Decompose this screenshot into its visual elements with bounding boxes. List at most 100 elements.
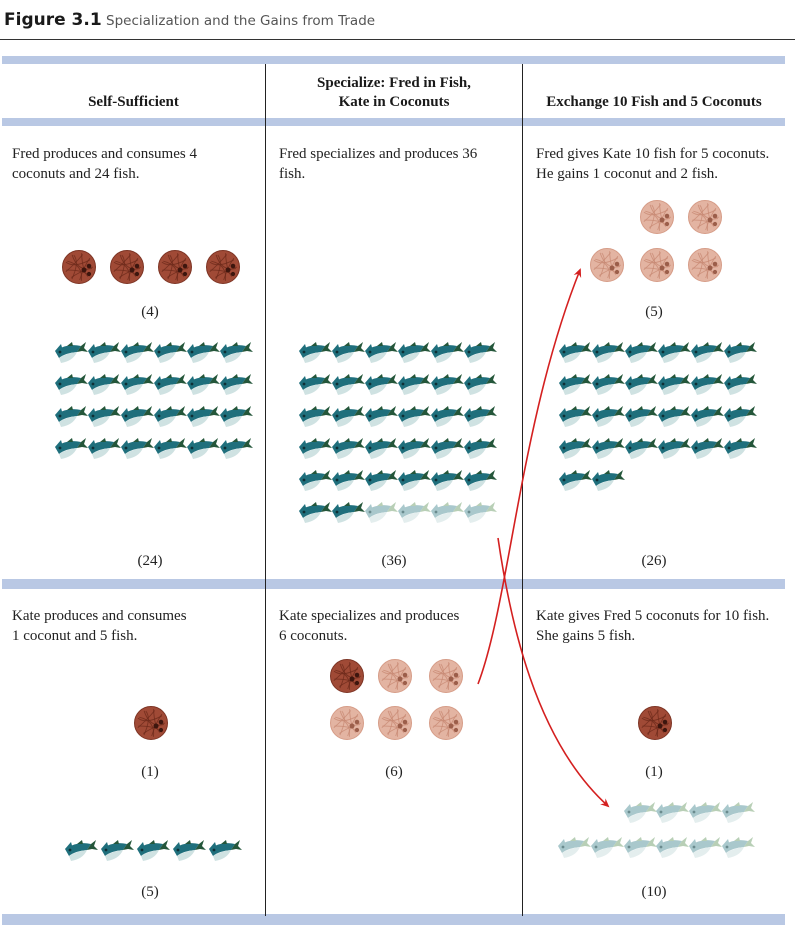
fish-icon — [332, 406, 365, 427]
coconut-icon — [688, 248, 722, 282]
fish-icon — [398, 438, 431, 459]
fish-icon — [592, 342, 625, 363]
fish-icon — [154, 374, 187, 395]
icon-layer — [55, 200, 757, 861]
fish-icon — [365, 502, 398, 523]
fish-icon — [398, 406, 431, 427]
fish-icon — [689, 802, 722, 823]
fred-exchange-coconut-count: (5) — [645, 304, 663, 320]
column-heading-text: Self-Sufficient — [88, 94, 179, 110]
fish-icon — [724, 342, 757, 363]
fish-icon — [55, 406, 88, 427]
text-line: Fred gives Kate 10 fish for 5 coconuts. — [536, 146, 770, 162]
fish-icon — [209, 840, 242, 861]
fish-icon — [691, 438, 724, 459]
text-line: fish. — [279, 166, 306, 182]
kate-specialize-text: Kate specializes and produces 6 coconuts… — [279, 606, 459, 646]
fish-icon — [65, 840, 98, 861]
text-line: 1 coconut and 5 fish. — [12, 628, 138, 644]
band-bottom — [2, 914, 785, 925]
fish-icon — [464, 406, 497, 427]
fish-icon — [55, 438, 88, 459]
text-line: Kate specializes and produces — [279, 608, 460, 624]
fish-icon — [625, 438, 658, 459]
fish-icon — [187, 438, 220, 459]
fish-icon — [365, 406, 398, 427]
fish-icon — [691, 342, 724, 363]
fish-icon — [658, 406, 691, 427]
fish-icon — [220, 438, 253, 459]
fish-icon — [464, 438, 497, 459]
fish-icon — [559, 438, 592, 459]
fish-icon — [658, 374, 691, 395]
fish-icon — [658, 438, 691, 459]
fred-self-coconut-count: (4) — [141, 304, 159, 320]
fish-icon — [624, 837, 657, 858]
fish-icon — [559, 374, 592, 395]
fish-icon — [187, 406, 220, 427]
fish-icon — [592, 406, 625, 427]
kate-self-fish-count: (5) — [141, 884, 159, 900]
fish-icon — [299, 406, 332, 427]
fish-icon — [88, 374, 121, 395]
fish-icon — [431, 406, 464, 427]
fish-icon — [88, 438, 121, 459]
fish-icon — [625, 374, 658, 395]
fish-icon — [332, 342, 365, 363]
fish-icon — [365, 438, 398, 459]
fish-icon — [299, 374, 332, 395]
fish-icon — [724, 406, 757, 427]
coconut-icon — [590, 248, 624, 282]
fish-icon — [88, 342, 121, 363]
coconut-icon — [158, 250, 192, 284]
text-line: He gains 1 coconut and 2 fish. — [536, 166, 719, 182]
text-line: She gains 5 fish. — [536, 628, 636, 644]
fish-icon — [101, 840, 134, 861]
fish-icon — [625, 406, 658, 427]
coconut-icon — [330, 659, 364, 693]
fish-icon — [55, 374, 88, 395]
fish-icon — [121, 374, 154, 395]
fish-icon — [299, 470, 332, 491]
fred-exchange-fish-count: (26) — [641, 553, 667, 569]
fish-icon — [431, 502, 464, 523]
text-line: Kate gives Fred 5 coconuts for 10 fish. — [536, 608, 770, 624]
coconut-icon — [378, 706, 412, 740]
fish-icon — [431, 342, 464, 363]
fish-icon — [121, 438, 154, 459]
fish-icon — [187, 342, 220, 363]
coconut-icon — [429, 659, 463, 693]
fish-icon — [656, 837, 689, 858]
text-line: Fred specializes and produces 36 — [279, 146, 478, 162]
fred-self-sufficient-text: Fred produces and consumes 4 coconuts an… — [12, 144, 197, 184]
fish-icon — [559, 342, 592, 363]
fish-icon — [464, 342, 497, 363]
fish-icon — [365, 342, 398, 363]
fish-icon — [724, 438, 757, 459]
fish-icon — [154, 342, 187, 363]
fish-icon — [464, 502, 497, 523]
fish-icon — [625, 342, 658, 363]
band-header-bottom — [2, 118, 785, 126]
fish-icon — [398, 342, 431, 363]
fish-icon — [398, 470, 431, 491]
fish-icon — [154, 438, 187, 459]
fish-icon — [691, 406, 724, 427]
fish-icon — [398, 502, 431, 523]
column-heading-exchange: Exchange 10 Fish and 5 Coconuts — [523, 93, 785, 112]
kate-self-coconut-count: (1) — [141, 764, 159, 780]
trade-arrow-fish — [497, 537, 610, 808]
coconut-icon — [640, 248, 674, 282]
kate-specialize-coconut-count: (6) — [385, 764, 403, 780]
fish-icon — [559, 470, 592, 491]
figure-caption: Specialization and the Gains from Trade — [106, 13, 376, 29]
coconut-icon — [206, 250, 240, 284]
column-heading-specialize: Specialize: Fred in Fish, Kate in Coconu… — [266, 74, 522, 112]
fish-icon — [332, 470, 365, 491]
fish-icon — [431, 374, 464, 395]
fred-specialize-fish-count: (36) — [381, 553, 407, 569]
fish-icon — [220, 374, 253, 395]
fish-icon — [55, 342, 88, 363]
fish-icon — [365, 470, 398, 491]
fish-icon — [332, 502, 365, 523]
